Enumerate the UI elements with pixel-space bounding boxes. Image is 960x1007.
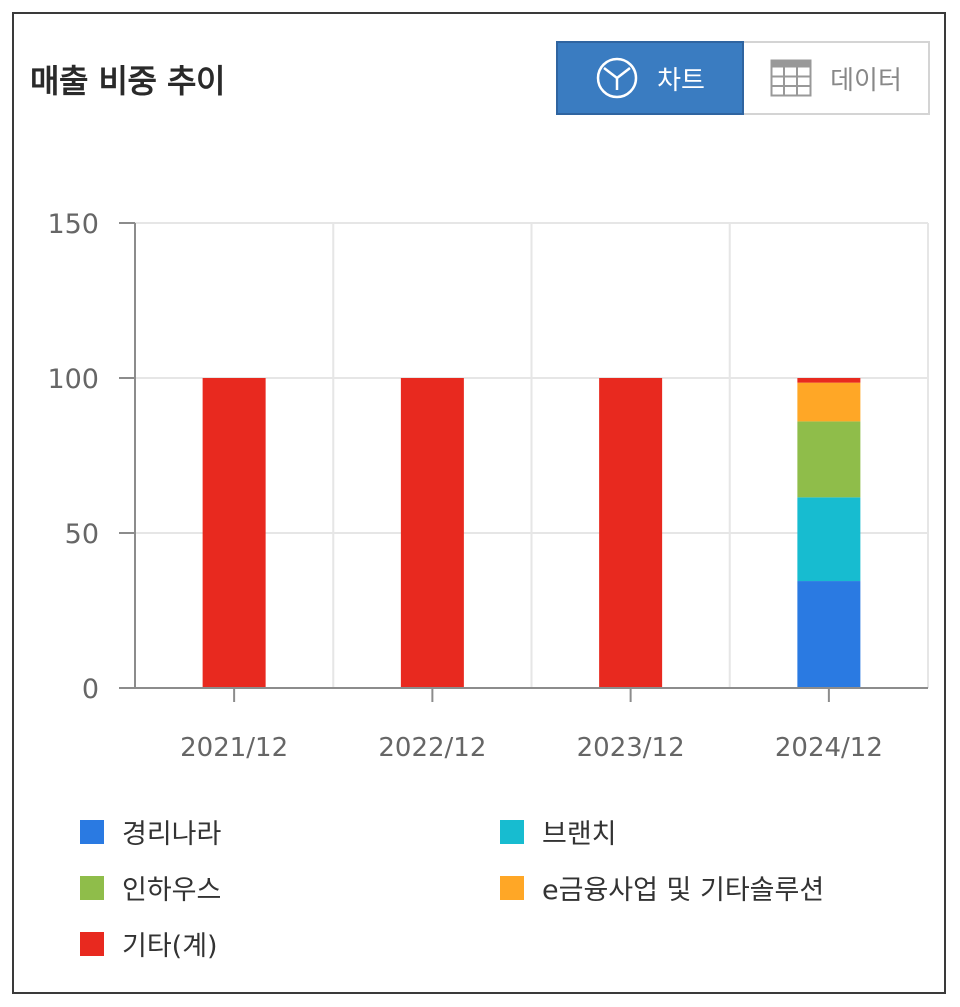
legend-item: e금융사업 및 기타솔루션	[500, 868, 824, 907]
chart-view-label: 차트	[657, 65, 705, 96]
legend-swatch	[80, 931, 104, 956]
y-tick-label: 50	[65, 519, 99, 550]
legend-item: 브랜치	[500, 812, 617, 851]
bar-segment	[797, 378, 861, 383]
chart-view-button[interactable]: 차트	[556, 41, 744, 115]
pie-chart-icon	[596, 57, 638, 99]
legend-label: 인하우스	[122, 875, 222, 906]
x-tick-label: 2022/12	[378, 733, 486, 763]
bar-segment	[797, 497, 861, 582]
bar-segment	[202, 378, 266, 688]
legend-swatch	[80, 875, 104, 900]
legend-label: 경리나라	[122, 819, 222, 850]
chart-title: 매출 비중 추이	[30, 62, 225, 100]
table-icon	[770, 59, 812, 97]
stacked-bar-chart: 0 50 100 150 2021/12 2022/12 2023/12 2024/12	[47, 209, 929, 763]
legend-swatch	[500, 875, 524, 900]
legend-item: 기타(계)	[80, 924, 218, 963]
bar-segment	[797, 421, 861, 498]
x-tick-label: 2024/12	[775, 733, 883, 763]
bar-segment	[797, 382, 861, 422]
bar-segment	[797, 581, 861, 688]
legend-label: 브랜치	[542, 819, 617, 850]
y-tick-label: 100	[47, 364, 99, 395]
legend-swatch	[500, 819, 524, 844]
chart-panel	[12, 12, 946, 994]
legend-label: 기타(계)	[122, 931, 218, 962]
x-tick-label: 2021/12	[180, 733, 288, 763]
legend-item: 인하우스	[80, 868, 221, 907]
y-tick-label: 150	[47, 209, 99, 240]
x-tick-label: 2023/12	[577, 733, 685, 763]
data-view-label: 데이터	[830, 65, 902, 96]
legend-swatch	[80, 819, 104, 844]
bar-segment	[400, 378, 464, 688]
view-toggle: 차트 데이터	[556, 41, 930, 115]
legend-label: e금융사업 및 기타솔루션	[542, 875, 825, 906]
legend-item: 경리나라	[80, 812, 221, 851]
bar-segment	[599, 378, 663, 688]
data-view-button[interactable]: 데이터	[744, 41, 930, 115]
y-tick-label: 0	[82, 674, 99, 705]
